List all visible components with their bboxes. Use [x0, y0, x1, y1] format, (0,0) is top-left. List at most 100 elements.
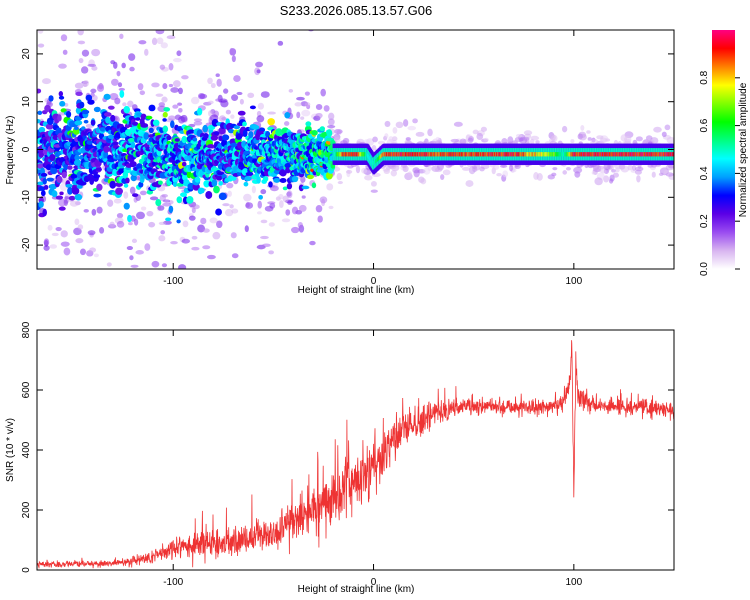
- spectrogram-noise-mark: [256, 69, 261, 74]
- spectrogram-band-mark: [244, 176, 252, 182]
- spectrogram-noise-mark: [336, 172, 343, 181]
- spectrogram-noise-mark: [50, 304, 59, 311]
- spectrogram-band-mark: [103, 145, 110, 153]
- spectrogram-band-mark: [67, 165, 73, 170]
- spectrogram-band-mark: [215, 208, 222, 216]
- spectrogram-y-tick-label: -20: [21, 237, 32, 252]
- spectrogram-noise-mark: [74, 280, 79, 287]
- spectrogram-noise-mark: [99, 276, 108, 279]
- spectrogram-band-mark: [71, 187, 80, 195]
- spectrogram-noise-mark: [209, 217, 218, 224]
- spectrogram-noise-mark: [178, 87, 183, 95]
- spectrogram-noise-mark: [390, 169, 397, 177]
- spectrogram-noise-mark: [148, 9, 155, 15]
- spectrogram-noise-mark: [79, 248, 87, 256]
- spectrogram-band-mark: [181, 135, 187, 144]
- spectrogram-band-mark: [109, 180, 117, 189]
- colorbar-tick-label: 0.8: [699, 70, 710, 84]
- spectrogram-noise-mark: [244, 225, 249, 233]
- spectrogram-noise-mark: [392, 127, 398, 134]
- spectrogram-noise-mark: [177, 102, 183, 106]
- spectrogram-noise-mark: [260, 91, 270, 98]
- spectrogram-band-mark: [127, 214, 132, 223]
- spectrogram-noise-mark: [301, 109, 311, 117]
- spectrogram-band-mark: [70, 173, 78, 180]
- spectrogram-noise-mark: [151, 37, 158, 46]
- spectrogram-noise-mark: [361, 167, 368, 174]
- spectrogram-band-mark: [55, 195, 64, 200]
- spectrogram-band-mark: [132, 121, 139, 126]
- spectrogram-band-mark: [63, 163, 69, 171]
- spectrogram-noise-mark: [509, 164, 514, 172]
- spectrogram-band-mark: [38, 126, 46, 133]
- spectrogram-noise-mark: [161, 263, 168, 268]
- spectrogram-noise-mark: [467, 137, 474, 144]
- spectrogram-noise-mark: [157, 205, 165, 211]
- spectrogram-noise-mark: [370, 189, 378, 193]
- spectrogram-band-mark: [199, 169, 205, 178]
- spectrogram-noise-mark: [479, 166, 485, 172]
- spectrogram-noise-mark: [415, 131, 425, 137]
- spectrogram-band-mark: [258, 194, 263, 200]
- spectrogram-noise-mark: [364, 174, 373, 181]
- spectrogram-band-mark: [176, 219, 181, 224]
- spectrogram-band-mark: [90, 119, 96, 126]
- spectrogram-noise-mark: [536, 173, 543, 181]
- spectrogram-y-tick-label: 20: [21, 48, 32, 60]
- spectrogram-noise-mark: [403, 119, 409, 127]
- spectrogram-noise-mark: [139, 190, 147, 196]
- spectrogram-noise-mark: [96, 206, 103, 214]
- spectrogram-noise-mark: [188, 215, 196, 221]
- spectrogram-band-mark: [268, 181, 273, 188]
- spectrogram-noise-mark: [236, 91, 243, 96]
- spectrogram-noise-mark: [128, 221, 133, 226]
- spectrogram-noise-mark: [122, 102, 127, 107]
- spectrogram-noise-mark: [43, 238, 50, 246]
- spectrogram-noise-mark: [131, 238, 138, 244]
- spectrogram-noise-mark: [123, 278, 130, 282]
- spectrogram-noise-mark: [496, 173, 502, 177]
- snr-y-tick-label: 800: [21, 321, 32, 338]
- snr-x-tick-label: 100: [565, 577, 582, 588]
- spectrogram-noise-mark: [326, 183, 334, 191]
- spectrogram-noise-mark: [97, 83, 104, 90]
- spectrogram-band-mark: [135, 117, 141, 121]
- spectrogram-band-mark: [213, 131, 220, 136]
- spectrogram-band-mark: [74, 193, 83, 201]
- spectrogram-noise-mark: [167, 271, 174, 274]
- spectrogram-noise-mark: [232, 303, 239, 311]
- spectrogram-noise-mark: [229, 18, 235, 25]
- spectrogram-noise-mark: [127, 100, 134, 108]
- spectrogram-x-ticks: -100 0 100: [163, 30, 583, 287]
- spectrogram-band-mark: [48, 95, 54, 102]
- spectrogram-noise-mark: [260, 219, 268, 224]
- spectrogram-band-mark: [311, 129, 318, 136]
- spectrogram-noise-mark: [123, 191, 129, 199]
- spectrogram-y-tick-label: 10: [21, 96, 32, 108]
- spectrogram-noise-mark: [459, 138, 467, 145]
- spectrogram-noise-mark: [420, 178, 427, 185]
- spectrogram-noise-mark: [215, 98, 221, 102]
- spectrogram-noise-mark: [599, 168, 607, 174]
- spectrogram-noise-mark: [118, 13, 122, 17]
- spectrogram-noise-mark: [256, 211, 262, 215]
- spectrogram-noise-mark: [483, 137, 489, 142]
- spectrogram-noise-mark: [580, 125, 585, 131]
- spectrogram-noise-mark: [210, 82, 216, 89]
- spectrogram-band-mark: [68, 195, 76, 201]
- spectrogram-band-mark: [168, 205, 174, 214]
- spectrogram-band-mark: [259, 127, 266, 133]
- spectrogram-noise-mark: [119, 33, 124, 40]
- spectrogram-band-mark: [218, 180, 223, 186]
- spectrogram-band-mark: [186, 195, 194, 204]
- spectrogram-band-mark: [311, 182, 317, 189]
- spectrogram-band-mark: [243, 181, 249, 187]
- spectrogram-noise-mark: [212, 231, 221, 240]
- snr-series-line: [37, 340, 674, 569]
- spectrogram-noise-mark: [127, 279, 131, 284]
- spectrogram-band-mark: [216, 175, 223, 181]
- spectrogram-noise-mark: [109, 92, 119, 101]
- spectrogram-noise-mark: [594, 177, 603, 186]
- spectrogram-band-mark: [140, 113, 147, 120]
